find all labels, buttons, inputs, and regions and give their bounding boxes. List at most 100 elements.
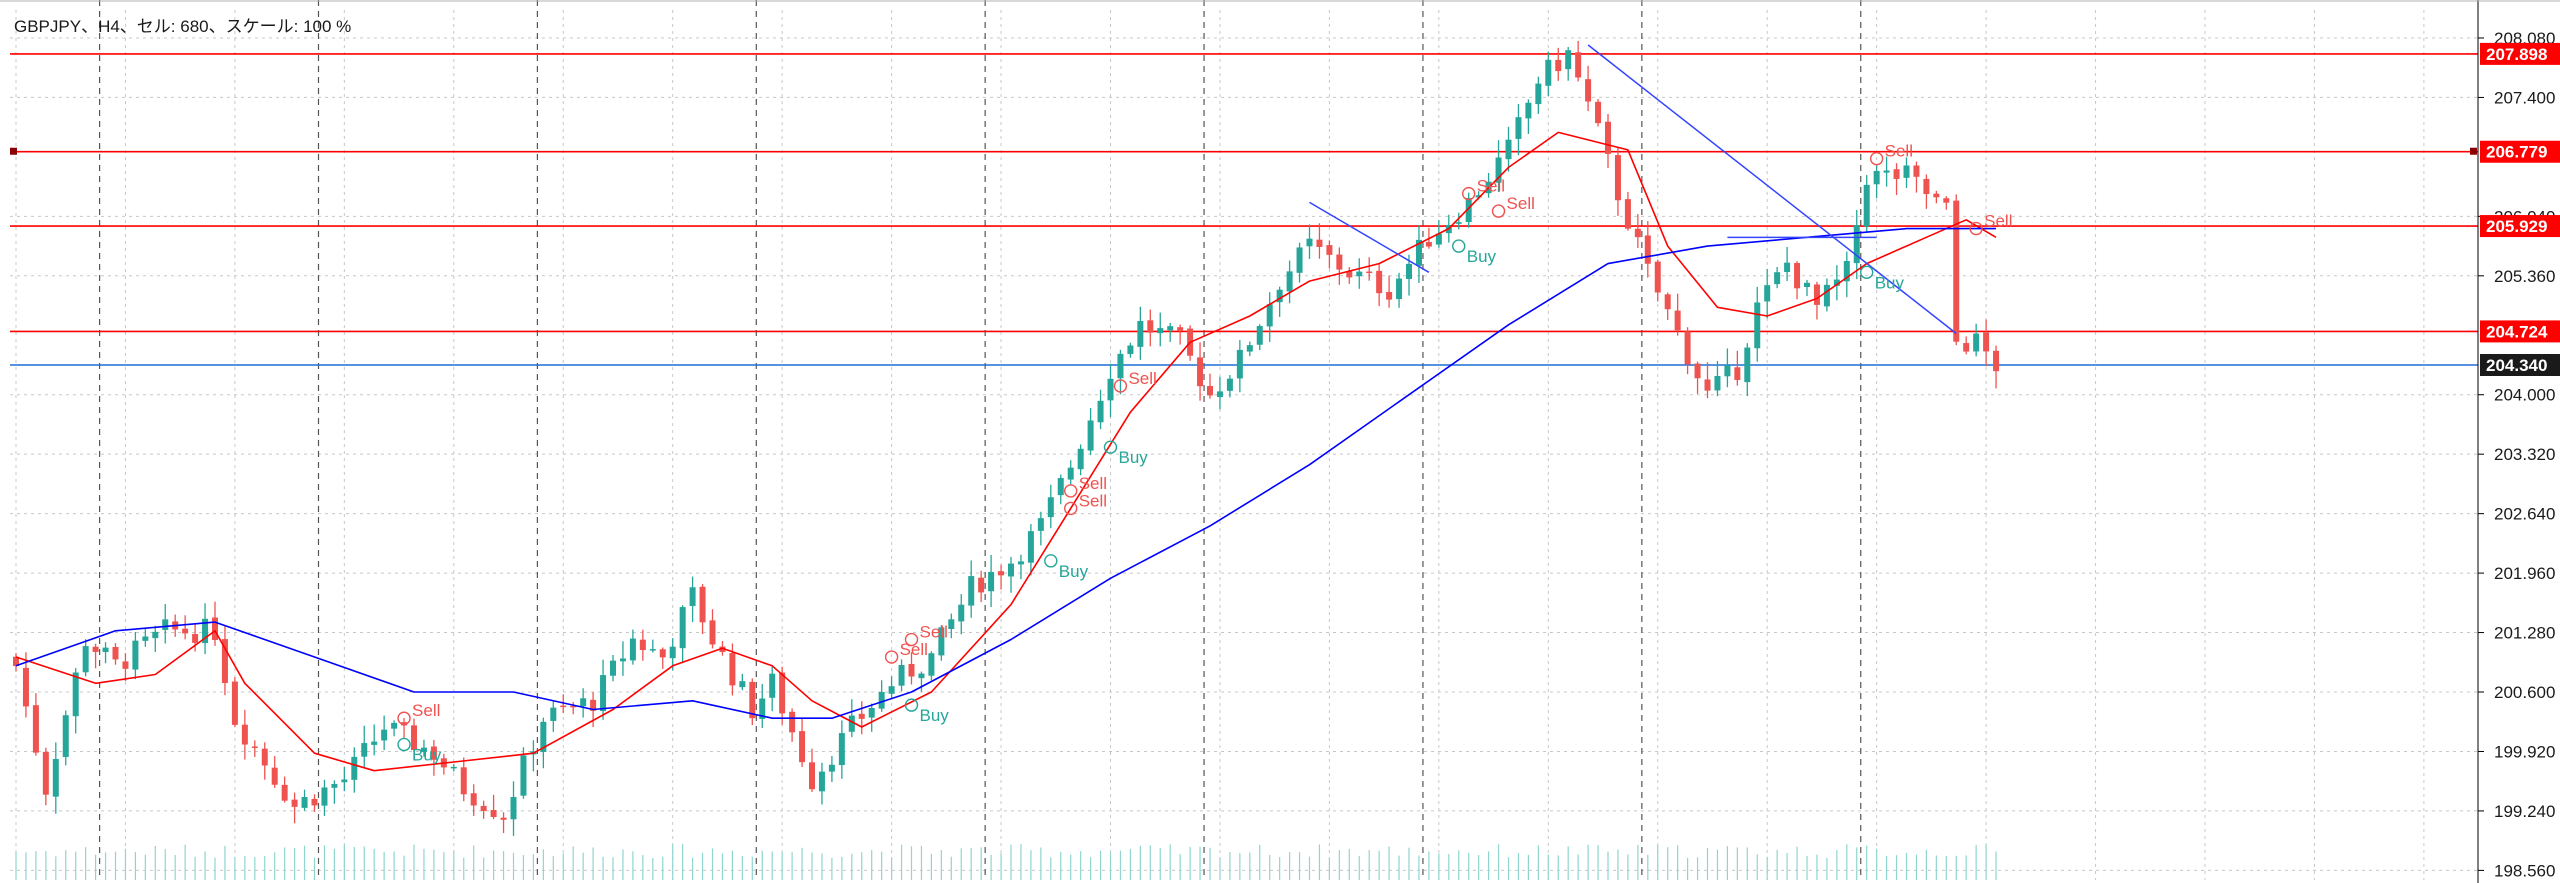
bull-candle	[828, 764, 835, 772]
bear-candle	[560, 705, 567, 708]
bull-candle	[341, 779, 348, 783]
moving-average-short	[15, 131, 1997, 772]
bull-candle	[1236, 349, 1243, 379]
bear-candle	[1953, 200, 1960, 342]
level-price-label-bg	[2480, 140, 2560, 163]
bull-candle	[868, 707, 875, 718]
chart-title: GBPJPY、H4、セル: 680、スケール: 100 %	[14, 17, 351, 36]
bull-candle	[1216, 391, 1223, 398]
bull-candle	[1853, 225, 1860, 264]
bull-candle	[600, 675, 607, 712]
bear-candle	[241, 724, 248, 745]
bear-candle	[1316, 239, 1323, 247]
bull-candle	[1525, 102, 1532, 119]
bull-candle	[958, 604, 965, 622]
bull-candle	[1127, 345, 1134, 354]
bear-candle	[809, 762, 815, 790]
bull-candle	[132, 640, 139, 670]
bull-candle	[1097, 400, 1104, 423]
bear-candle	[719, 646, 726, 652]
bear-candle	[261, 748, 268, 766]
bear-candle	[590, 699, 597, 711]
bear-candle	[1644, 235, 1651, 264]
bear-candle	[1654, 261, 1661, 293]
bull-candle	[1027, 531, 1034, 563]
bear-candle	[281, 784, 288, 801]
grid	[10, 10, 2478, 880]
bear-candle	[1386, 291, 1393, 300]
bull-candle	[1435, 233, 1442, 245]
bull-candle	[1306, 238, 1313, 247]
sell-signal-marker	[1113, 379, 1128, 393]
bear-candle	[1664, 294, 1671, 310]
buy-signal-marker	[1103, 440, 1118, 454]
bull-candle	[1973, 333, 1980, 352]
bull-candle	[759, 698, 766, 719]
level-price-label: 204.724	[2486, 322, 2548, 341]
buy-signal-label: Buy	[920, 706, 950, 725]
bull-candle	[1296, 247, 1303, 273]
sell-signal-label: Sell	[412, 701, 440, 720]
bull-candle	[580, 698, 587, 707]
bull-candle	[301, 797, 308, 808]
bear-candle	[1634, 228, 1641, 238]
y-tick-label: 204.000	[2494, 386, 2555, 405]
bear-candle	[311, 798, 318, 806]
level-price-label: 205.929	[2486, 217, 2547, 236]
sell-signal-label: Sell	[900, 640, 928, 659]
bull-candle	[878, 691, 885, 709]
bull-candle	[420, 747, 427, 753]
bull-candle	[679, 607, 686, 649]
bull-candle	[72, 672, 79, 717]
bear-candle	[291, 799, 298, 807]
bull-candle	[918, 673, 925, 679]
bull-candle	[1406, 263, 1412, 279]
bear-candle	[1595, 101, 1602, 124]
bull-candle	[1087, 420, 1094, 451]
bear-candle	[729, 653, 736, 686]
bull-candle	[848, 715, 855, 732]
buy-signal-label: Buy	[1059, 562, 1089, 581]
bear-candle	[1585, 79, 1592, 102]
trendline	[1309, 201, 1430, 273]
bear-candle	[1177, 327, 1184, 331]
bull-candle	[1774, 272, 1781, 285]
bear-candle	[1684, 331, 1691, 365]
y-tick-label: 203.320	[2494, 445, 2555, 464]
bull-candle	[162, 619, 169, 630]
bear-candle	[480, 805, 487, 811]
y-tick-label: 199.240	[2494, 802, 2555, 821]
bear-candle	[1336, 254, 1343, 270]
level-price-label: 207.898	[2486, 45, 2547, 64]
trendlines	[1309, 44, 1957, 335]
period-dividers	[98, 0, 1862, 880]
bull-candle	[321, 787, 328, 806]
bear-candle	[1933, 193, 1940, 198]
level-price-label-bg	[2480, 215, 2560, 238]
bear-candle	[659, 649, 666, 658]
sell-signal-label: Sell	[1079, 491, 1107, 510]
bull-candle	[1724, 365, 1731, 377]
bear-candle	[1605, 121, 1611, 154]
bull-candle	[1545, 59, 1552, 86]
sell-signal-marker	[904, 632, 919, 647]
bear-candle	[1704, 379, 1711, 391]
bear-candle	[13, 656, 19, 667]
buy-signal-label: Buy	[1467, 247, 1497, 266]
bear-candle	[1923, 178, 1930, 195]
buy-signal-marker	[397, 737, 411, 752]
bull-candle	[331, 784, 338, 788]
bull-candle	[1764, 285, 1771, 302]
bear-candle	[1983, 332, 1990, 352]
bull-candle	[1784, 262, 1791, 272]
bear-candle	[699, 586, 706, 623]
bull-candle	[1714, 375, 1721, 391]
bull-candle	[818, 771, 825, 792]
buy-signal-marker	[1452, 239, 1466, 253]
bull-candle	[1077, 448, 1084, 470]
bull-candle	[1903, 165, 1910, 178]
candles	[13, 40, 2000, 836]
bull-candle	[838, 733, 845, 766]
